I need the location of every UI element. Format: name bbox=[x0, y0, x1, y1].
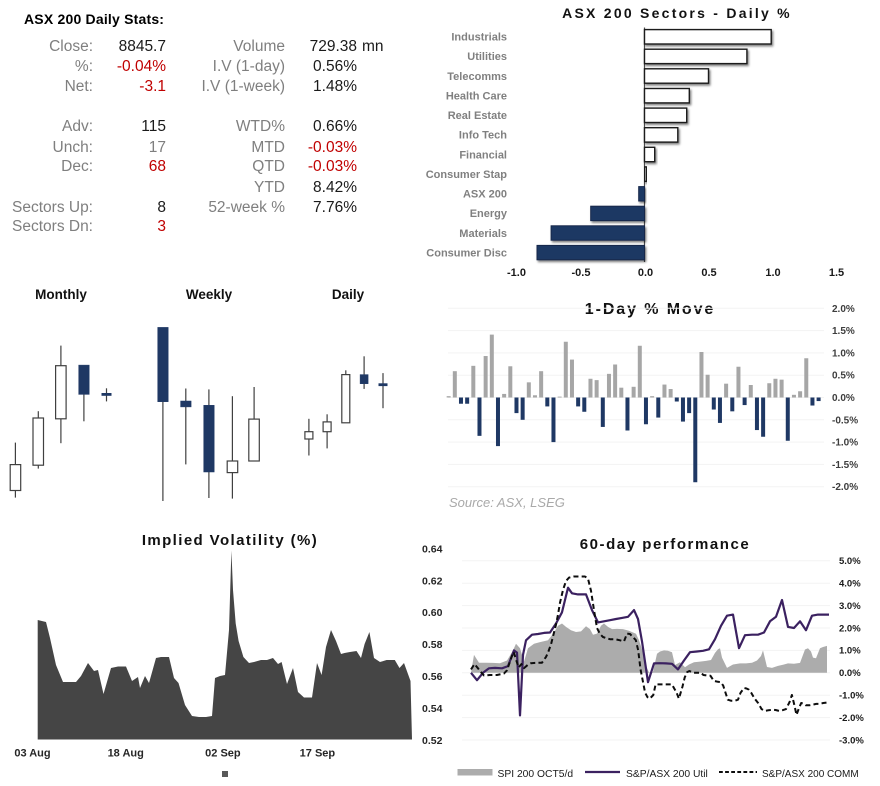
svg-text:Financial: Financial bbox=[459, 149, 507, 161]
svg-text:0.56: 0.56 bbox=[422, 671, 443, 683]
svg-text:-3.0%: -3.0% bbox=[839, 735, 864, 746]
svg-text:18 Aug: 18 Aug bbox=[108, 748, 144, 760]
svg-text:Industrials: Industrials bbox=[451, 32, 507, 44]
svg-text:17 Sep: 17 Sep bbox=[300, 748, 336, 760]
svg-text:Daily: Daily bbox=[332, 287, 365, 302]
svg-text:Info Tech: Info Tech bbox=[459, 130, 507, 142]
svg-text:Source: ASX, LSEG: Source: ASX, LSEG bbox=[449, 495, 565, 510]
svg-text:4.0%: 4.0% bbox=[839, 579, 861, 590]
svg-text:Real Estate: Real Estate bbox=[448, 110, 507, 122]
svg-text:Utilities: Utilities bbox=[467, 51, 507, 63]
svg-text:0.5%: 0.5% bbox=[832, 371, 855, 382]
svg-text:1.0%: 1.0% bbox=[832, 348, 855, 359]
svg-text:Telecomms: Telecomms bbox=[447, 71, 507, 83]
svg-text:-2.0%: -2.0% bbox=[832, 482, 858, 493]
svg-text:1.5%: 1.5% bbox=[832, 326, 855, 337]
svg-text:ASX 200: ASX 200 bbox=[463, 189, 507, 201]
svg-text:03 Aug: 03 Aug bbox=[14, 748, 50, 760]
svg-text:1.5: 1.5 bbox=[829, 267, 844, 279]
svg-text:Implied Volatility (%): Implied Volatility (%) bbox=[142, 532, 318, 549]
svg-text:0.52: 0.52 bbox=[422, 735, 443, 747]
svg-text:-1.0: -1.0 bbox=[507, 267, 526, 279]
svg-text:SPI 200 OCT5/d: SPI 200 OCT5/d bbox=[498, 769, 574, 780]
svg-text:Energy: Energy bbox=[470, 208, 508, 220]
svg-text:1-Day % Move: 1-Day % Move bbox=[585, 301, 715, 318]
svg-text:5.0%: 5.0% bbox=[839, 556, 861, 567]
svg-text:-1.0%: -1.0% bbox=[839, 691, 864, 702]
svg-text:Consumer Disc: Consumer Disc bbox=[426, 247, 507, 259]
svg-text:0.54: 0.54 bbox=[422, 703, 443, 715]
svg-text:-0.5: -0.5 bbox=[572, 267, 591, 279]
svg-text:0.0%: 0.0% bbox=[832, 393, 855, 404]
svg-text:-0.5%: -0.5% bbox=[832, 415, 858, 426]
svg-text:0.62: 0.62 bbox=[422, 575, 443, 587]
svg-text:02 Sep: 02 Sep bbox=[205, 748, 241, 760]
svg-text:Materials: Materials bbox=[459, 228, 507, 240]
svg-text:0.5: 0.5 bbox=[701, 267, 716, 279]
svg-text:Monthly: Monthly bbox=[35, 287, 87, 302]
svg-text:-1.0%: -1.0% bbox=[832, 438, 858, 449]
svg-text:Consumer Stap: Consumer Stap bbox=[426, 169, 508, 181]
svg-text:3.0%: 3.0% bbox=[839, 601, 861, 612]
svg-text:0.64: 0.64 bbox=[422, 543, 443, 555]
svg-text:S&P/ASX 200 COMM: S&P/ASX 200 COMM bbox=[762, 769, 859, 780]
svg-text:S&P/ASX 200 Util: S&P/ASX 200 Util bbox=[626, 769, 708, 780]
svg-text:1.0%: 1.0% bbox=[839, 646, 861, 657]
svg-text:0.0: 0.0 bbox=[638, 267, 653, 279]
svg-text:60-day performance: 60-day performance bbox=[580, 536, 750, 553]
svg-text:Health Care: Health Care bbox=[446, 91, 507, 103]
svg-text:-1.5%: -1.5% bbox=[832, 460, 858, 471]
svg-text:-2.0%: -2.0% bbox=[839, 713, 864, 724]
svg-text:0.0%: 0.0% bbox=[839, 668, 861, 679]
svg-text:ASX 200 Sectors - Daily %: ASX 200 Sectors - Daily % bbox=[562, 5, 792, 21]
svg-text:1.0: 1.0 bbox=[765, 267, 780, 279]
svg-text:2.0%: 2.0% bbox=[839, 623, 861, 634]
svg-text:0.58: 0.58 bbox=[422, 639, 443, 651]
svg-text:Weekly: Weekly bbox=[186, 287, 233, 302]
svg-text:0.60: 0.60 bbox=[422, 607, 443, 619]
svg-text:2.0%: 2.0% bbox=[832, 304, 855, 315]
